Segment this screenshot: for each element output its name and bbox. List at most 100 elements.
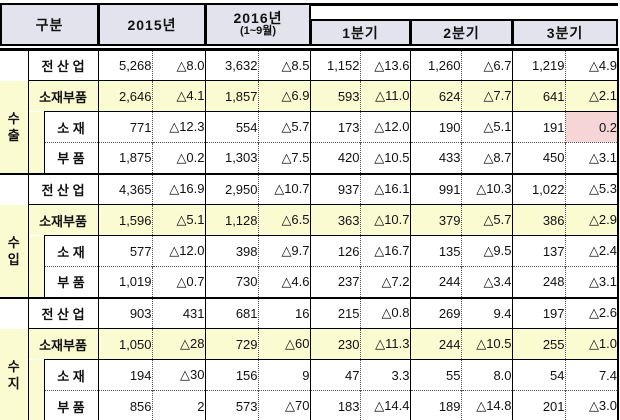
value-cell: 1,596 (97, 204, 153, 236)
sub-label-cell: 소 재 (43, 235, 99, 267)
group-label-char: 수 (7, 359, 20, 374)
value-cell: 771 (97, 111, 153, 143)
rate-cell: 8.0 (460, 359, 513, 391)
category-label-cell: 소재부품 (27, 204, 99, 236)
rate-cell: △2.4 (564, 235, 619, 267)
rate-cell: △6.9 (257, 80, 311, 112)
value-cell: 554 (204, 111, 259, 143)
rate-cell: △16.1 (359, 172, 411, 205)
group-strip-cell (27, 235, 44, 298)
sub-label-cell: 부 품 (43, 266, 99, 298)
value-cell: 641 (511, 80, 566, 112)
value-cell: 215 (309, 296, 361, 329)
value-cell: 197 (511, 296, 566, 329)
value-cell: 189 (409, 390, 462, 420)
rate-cell: △3.1 (564, 266, 619, 298)
rate-cell: △5.3 (564, 172, 619, 205)
group-spacer-cell (0, 172, 28, 205)
category-label-cell: 소재부품 (27, 328, 99, 360)
group-spacer-cell (0, 296, 28, 329)
rate-cell: △5.1 (151, 204, 206, 236)
value-cell: 856 (97, 390, 153, 420)
rate-cell: △8.0 (151, 49, 206, 81)
rate-cell: △5.7 (257, 111, 311, 143)
value-cell: 156 (204, 359, 259, 391)
rate-cell: 9 (257, 359, 311, 391)
table-row: 소 재 771 △12.3 554 △5.7 173 △12.0 190 △5.1 191 0.2 (0, 111, 619, 174)
value-cell: 450 (511, 142, 566, 174)
rate-cell: △4.1 (151, 80, 206, 112)
header-quarter-1: 1분기 (310, 19, 411, 46)
value-cell: 191 (511, 111, 566, 143)
rate-cell: △12.0 (359, 111, 411, 143)
value-cell: 135 (409, 235, 462, 267)
value-cell: 386 (511, 204, 566, 236)
value-cell: 54 (511, 359, 566, 391)
value-cell: 248 (511, 266, 566, 298)
rate-cell: △0.7 (151, 266, 206, 298)
rate-cell: △60 (257, 328, 311, 360)
rate-cell: 3.3 (359, 359, 411, 391)
value-cell: 5,268 (97, 49, 153, 81)
value-cell: 1,875 (97, 142, 153, 174)
rate-cell: △10.3 (460, 172, 513, 205)
group-strip-cell (27, 111, 44, 174)
rate-cell: △3.4 (460, 266, 513, 298)
header-quarter-2-label: 2분기 (443, 24, 480, 41)
rate-cell: △10.5 (460, 328, 513, 360)
value-cell: 47 (309, 359, 361, 391)
rate-cell: △16.9 (151, 172, 206, 205)
rate-cell: △6.7 (460, 49, 513, 81)
header-2015-label: 2015년 (127, 16, 177, 33)
sub-label-cell: 부 품 (43, 142, 99, 174)
group-label-char: 입 (7, 251, 20, 267)
header-gubun-label: 구분 (35, 16, 64, 33)
header-gubun: 구분 (0, 3, 99, 46)
value-cell: 398 (204, 235, 259, 267)
rate-cell: △30 (151, 359, 206, 391)
rate-cell: △0.2 (151, 142, 206, 174)
header-2015: 2015년 (98, 3, 206, 46)
value-cell: 55 (409, 359, 462, 391)
value-cell: 1,128 (204, 204, 259, 236)
table-row: 부 품 856 2 573 △70 183 △14.4 189 △14.8 201 △3.0 (0, 390, 619, 420)
rate-cell: △70 (257, 390, 311, 420)
sub-label-cell: 소 재 (43, 111, 99, 143)
value-cell: 681 (204, 296, 259, 329)
statistics-table: 전 산 업 5,268 △8.0 3,632 △8.5 1,152 △13.6 1,260 △6… (0, 48, 620, 420)
rate-cell: △2.6 (564, 296, 619, 329)
value-cell: 173 (309, 111, 361, 143)
category-label-cell: 전 산 업 (27, 172, 99, 205)
value-cell: 624 (409, 80, 462, 112)
value-cell: 190 (409, 111, 462, 143)
value-cell: 137 (511, 235, 566, 267)
rate-cell: △8.5 (257, 49, 311, 81)
group-label-char: 지 (7, 376, 20, 391)
rate-cell: △2.1 (564, 80, 619, 112)
header-quarter-2: 2분기 (410, 19, 513, 46)
rate-cell: △4.6 (257, 266, 311, 298)
group-strip-cell (27, 359, 44, 420)
table-row: 부 품 1,875 △0.2 1,303 △7.5 420 △10.5 433 △8.7 450 △… (0, 142, 619, 174)
table-row: 수 출 소재부품 2,646 △4.1 1,857 △6.9 593 △11.0 624 △7.7 6… (0, 80, 619, 174)
value-cell: 4,365 (97, 172, 153, 205)
table-row: 수 지 소재부품 1,050 △28 729 △60 230 △11.3 244 △10.5 255 △… (0, 328, 619, 420)
table-row: 전 산 업 4,365 △16.9 2,950 △10.7 937 △16.1 991 △10.… (0, 172, 619, 205)
rate-cell: △10.5 (359, 142, 411, 174)
header-2016: 2016년 (1~9월) (205, 3, 311, 46)
value-cell: 255 (511, 328, 566, 360)
value-cell: 363 (309, 204, 361, 236)
value-cell: 577 (97, 235, 153, 267)
table-row: 전 산 업 903 431 681 16 215 △0.8 269 9.4 197 △2.6 (0, 296, 619, 329)
value-cell: 1,152 (309, 49, 361, 81)
value-cell: 420 (309, 142, 361, 174)
value-cell: 3,632 (204, 49, 259, 81)
header-quarter-3-label: 3분기 (546, 24, 584, 41)
value-cell: 1,050 (97, 328, 153, 360)
rate-cell: 0.2 (564, 111, 619, 143)
rate-cell: △2.9 (564, 204, 619, 236)
rate-cell: △7.2 (359, 266, 411, 298)
table-body: 전 산 업 5,268 △8.0 3,632 △8.5 1,152 △13.6 1,260 △6… (0, 49, 619, 420)
